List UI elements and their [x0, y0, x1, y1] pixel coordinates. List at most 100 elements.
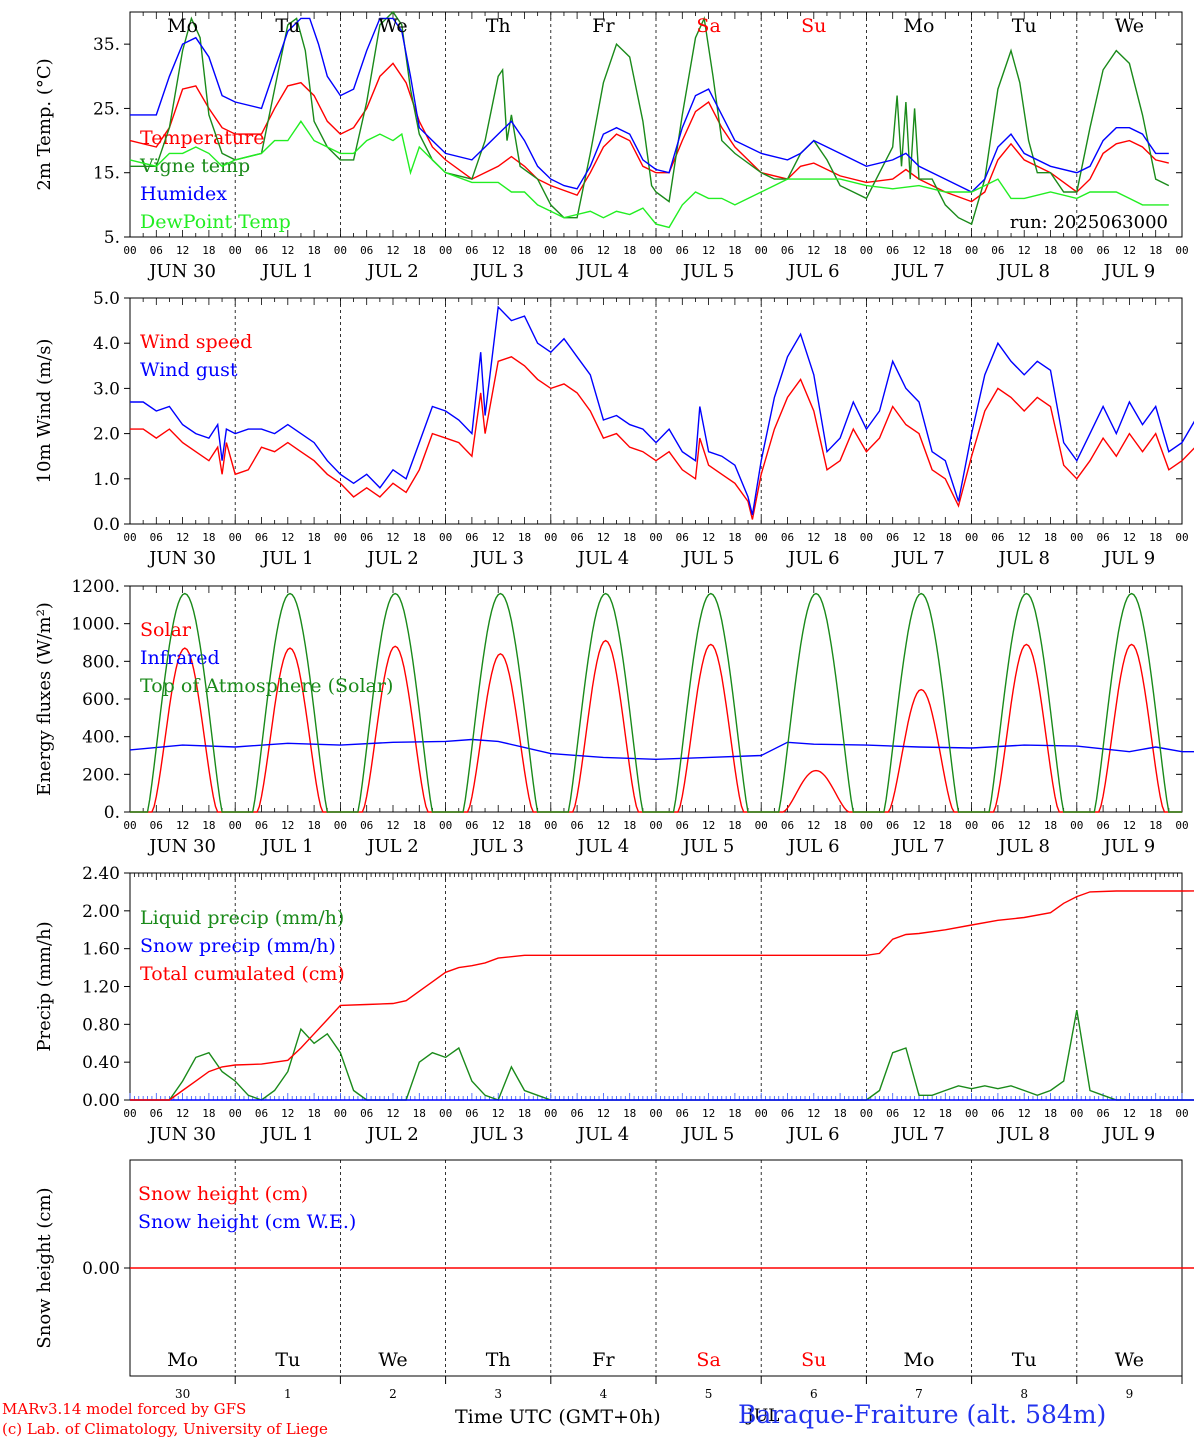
date-label: JUL 1 [260, 261, 314, 282]
date-label: JUL 3 [470, 1124, 524, 1145]
hour-tick-label: 12 [176, 1107, 189, 1120]
hour-tick-label: 00 [123, 244, 136, 257]
hour-tick-label: 06 [255, 244, 268, 257]
day-number: 7 [915, 1387, 923, 1401]
hour-tick-label: 00 [965, 819, 978, 832]
hour-tick-label: 06 [886, 531, 899, 544]
day-number: 2 [389, 1387, 397, 1401]
hour-tick-label: 00 [965, 531, 978, 544]
hour-tick-label: 06 [150, 1107, 163, 1120]
hour-tick-label: 06 [886, 244, 899, 257]
hour-tick-label: 12 [281, 531, 294, 544]
hour-tick-label: 06 [360, 531, 373, 544]
date-label: JUL 2 [365, 261, 419, 282]
hour-tick-label: 06 [886, 819, 899, 832]
hour-tick-label: 06 [781, 244, 794, 257]
panel-frame [129, 11, 1183, 238]
hour-tick-label: 12 [386, 531, 399, 544]
weekday-label: Sa [696, 1349, 720, 1371]
y-tick-label: 4.0 [93, 334, 120, 354]
hour-tick-label: 18 [307, 531, 320, 544]
hour-tick-label: 12 [1123, 244, 1136, 257]
hour-tick-label: 00 [229, 819, 242, 832]
hour-tick-label: 18 [833, 531, 846, 544]
date-label: JUL 8 [996, 836, 1050, 857]
hour-tick-label: 18 [413, 244, 426, 257]
hour-tick-label: 06 [781, 819, 794, 832]
date-label: JUL 1 [260, 1124, 314, 1145]
hour-tick-label: 12 [807, 244, 820, 257]
hour-tick-label: 12 [597, 531, 610, 544]
weekday-label: Tu [275, 15, 300, 37]
weekday-label: Mo [904, 1349, 935, 1371]
weekday-label: Mo [167, 1349, 198, 1371]
hour-tick-label: 00 [439, 244, 452, 257]
legend-entry: Top of Atmosphere (Solar) [140, 675, 393, 697]
credit-line-1: MARv3.14 model forced by GFS [2, 1400, 247, 1418]
day-number: 8 [1020, 1387, 1028, 1401]
hour-tick-label: 06 [676, 531, 689, 544]
hour-tick-label: 06 [465, 244, 478, 257]
hour-tick-label: 00 [229, 1107, 242, 1120]
hour-tick-label: 18 [307, 244, 320, 257]
series-line [129, 738, 1194, 761]
hour-tick-label: 18 [518, 531, 531, 544]
hour-tick-label: 12 [912, 244, 925, 257]
hour-tick-label: 06 [360, 819, 373, 832]
y-axis-label: Precip (mm/h) [34, 921, 55, 1051]
hour-tick-label: 00 [123, 531, 136, 544]
hour-tick-label: 06 [991, 244, 1004, 257]
hour-tick-label: 18 [1149, 1107, 1162, 1120]
y-tick-label: 15. [93, 164, 120, 184]
hour-tick-label: 18 [307, 1107, 320, 1120]
hour-tick-label: 18 [833, 244, 846, 257]
hour-tick-label: 00 [1070, 819, 1083, 832]
date-label: JUL 6 [786, 1124, 840, 1145]
hour-tick-label: 18 [1044, 531, 1057, 544]
hour-tick-label: 12 [176, 531, 189, 544]
date-label: JUL 5 [681, 261, 735, 282]
hour-tick-label: 18 [1149, 819, 1162, 832]
series-line [129, 62, 1169, 203]
hour-tick-label: 00 [334, 819, 347, 832]
hour-tick-label: 18 [202, 531, 215, 544]
hour-tick-label: 00 [123, 1107, 136, 1120]
series-line [129, 120, 1169, 229]
weekday-label: Tu [1012, 1349, 1037, 1371]
y-tick-label: 200. [82, 765, 120, 785]
hour-tick-label: 00 [860, 1107, 873, 1120]
hour-tick-label: 18 [939, 819, 952, 832]
y-tick-label: 600. [82, 690, 120, 710]
date-label: JUL 9 [1102, 1124, 1156, 1145]
hour-tick-label: 12 [492, 819, 505, 832]
hour-tick-label: 06 [1096, 244, 1109, 257]
hour-tick-label: 00 [1070, 531, 1083, 544]
y-axis-label: 10m Wind (m/s) [34, 339, 55, 484]
y-tick-label: 0.0 [93, 515, 120, 535]
weekday-label: We [1115, 15, 1144, 37]
hour-tick-label: 12 [281, 819, 294, 832]
hour-tick-label: 06 [676, 244, 689, 257]
hour-tick-label: 18 [1044, 1107, 1057, 1120]
y-tick-label: 3.0 [93, 379, 120, 399]
day-number: 9 [1126, 1387, 1134, 1401]
hour-tick-label: 00 [1175, 819, 1188, 832]
weekday-label: Su [801, 1349, 826, 1371]
series-line [130, 17, 1169, 193]
series-line [130, 1009, 1194, 1101]
hour-tick-label: 18 [1149, 531, 1162, 544]
date-label: JUL 6 [786, 836, 840, 857]
hour-tick-label: 18 [202, 244, 215, 257]
hour-tick-label: 06 [991, 1107, 1004, 1120]
hour-tick-label: 00 [334, 244, 347, 257]
hour-tick-label: 18 [623, 244, 636, 257]
y-axis-label: Snow height (cm) [34, 1187, 55, 1348]
legend-entry: Liquid precip (mm/h) [140, 907, 344, 929]
hour-tick-label: 06 [1096, 819, 1109, 832]
y-tick-label: 1.60 [82, 940, 120, 960]
date-label: JUL 5 [681, 548, 735, 569]
hour-tick-label: 18 [939, 531, 952, 544]
legend-entry: Infrared [140, 647, 220, 669]
hour-tick-label: 00 [544, 244, 557, 257]
